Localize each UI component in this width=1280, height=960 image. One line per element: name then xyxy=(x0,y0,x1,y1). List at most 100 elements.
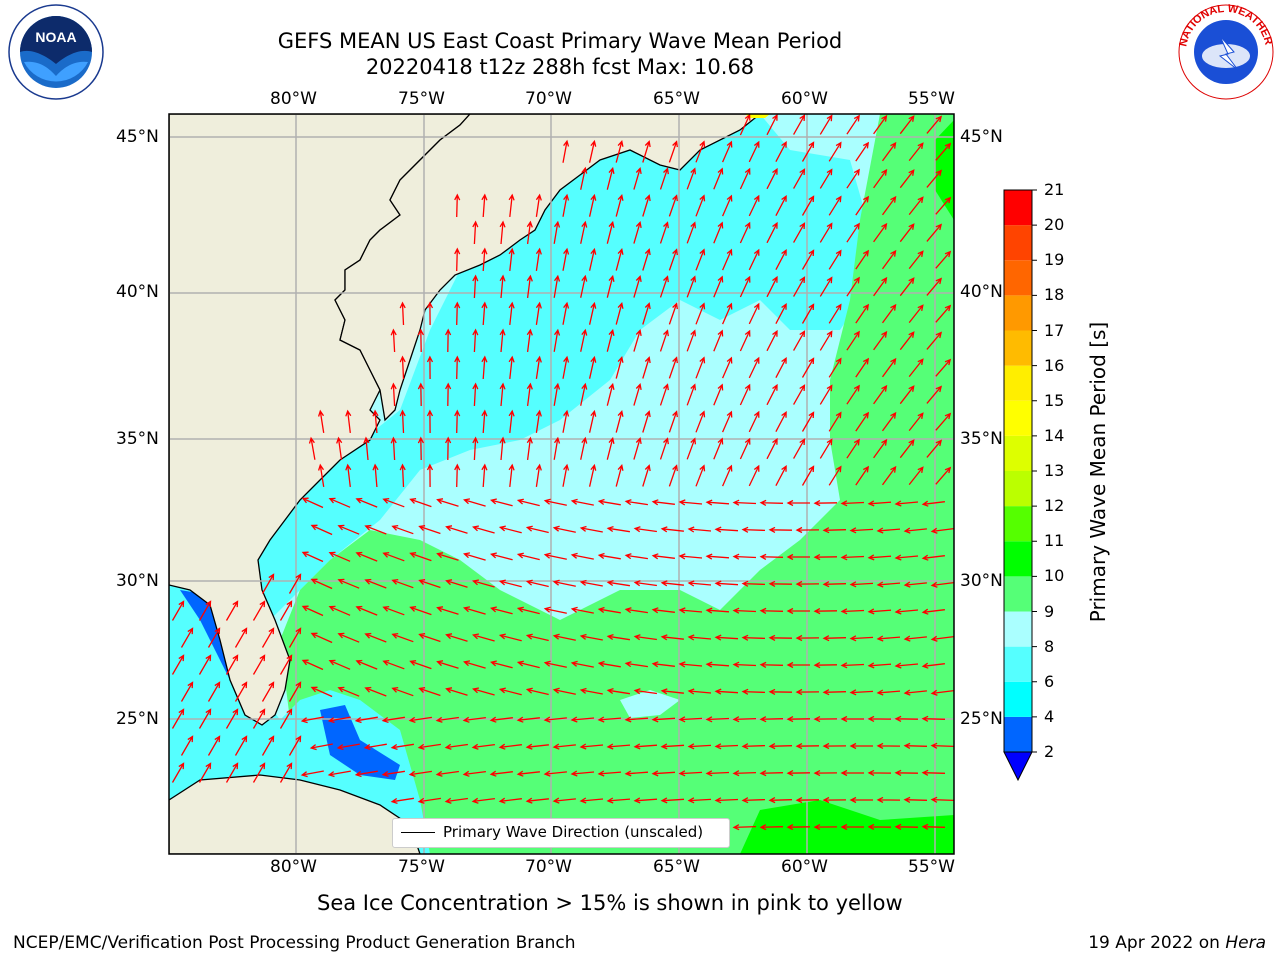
wave-arrow xyxy=(588,139,597,163)
colorbar-tick-label: 19 xyxy=(1044,250,1065,270)
period-8-9-island xyxy=(620,690,680,718)
wave-arrow xyxy=(786,824,811,831)
lon-label-top-60w: 60°W xyxy=(781,89,828,109)
wave-arrow xyxy=(659,221,669,244)
wave-arrow xyxy=(570,716,595,723)
wave-arrow xyxy=(508,355,515,379)
wave-arrow xyxy=(846,330,860,351)
wave-arrow xyxy=(562,247,570,271)
wave-arrow xyxy=(426,301,434,326)
wave-arrow xyxy=(436,498,459,507)
wave-arrow xyxy=(417,328,424,353)
wave-arrow xyxy=(615,301,624,325)
wave-arrow xyxy=(930,527,954,534)
wave-arrow xyxy=(580,220,588,244)
wave-arrow xyxy=(615,193,624,217)
lat-label-right-45n: 45°N xyxy=(960,127,1003,147)
wave-arrow xyxy=(624,770,649,777)
wave-arrow xyxy=(659,167,669,190)
wave-arrow xyxy=(417,436,424,461)
wave-arrow xyxy=(801,141,815,162)
footer-date: 19 Apr 2022 on Hera xyxy=(1088,933,1266,953)
svg-text:NOAA: NOAA xyxy=(35,29,76,45)
wave-arrow xyxy=(660,580,684,587)
wave-arrow xyxy=(382,605,405,616)
colorbar-segment xyxy=(1004,506,1032,542)
wave-arrow xyxy=(463,498,486,507)
wave-arrow xyxy=(819,114,833,135)
wave-arrow xyxy=(651,716,676,723)
wave-arrow xyxy=(795,634,820,642)
wave-arrow xyxy=(678,553,703,560)
wave-arrow xyxy=(436,660,459,669)
noaa-logo: NOAA xyxy=(4,4,104,100)
wave-arrow xyxy=(364,578,387,589)
wave-arrow xyxy=(526,328,533,352)
wave-arrow xyxy=(840,608,865,615)
colorbar-tick-label: 2 xyxy=(1044,742,1055,761)
wave-arrow xyxy=(489,716,513,723)
wave-arrow xyxy=(894,715,919,722)
lat-label-right-35n: 35°N xyxy=(960,429,1003,449)
wave-arrow xyxy=(846,114,860,135)
wave-arrow xyxy=(930,689,954,696)
wave-arrow xyxy=(327,770,351,778)
wave-arrow xyxy=(633,797,658,804)
footer-branch: NCEP/EMC/Verification Post Processing Pr… xyxy=(13,933,576,953)
wave-arrow xyxy=(686,275,697,298)
wave-arrow xyxy=(801,195,815,216)
wave-arrow xyxy=(525,743,549,750)
lat-label-right-25n: 25°N xyxy=(960,709,1003,729)
wave-arrow xyxy=(695,464,706,487)
wave-arrow xyxy=(399,409,406,434)
wave-arrow xyxy=(633,437,642,460)
wave-arrow xyxy=(198,708,212,729)
wave-arrow xyxy=(768,526,793,533)
wave-arrow xyxy=(579,525,603,533)
wave-arrow xyxy=(408,770,432,778)
wave-arrow xyxy=(543,552,567,560)
wave-arrow xyxy=(225,708,239,729)
wave-arrow xyxy=(472,687,495,696)
wave-arrow xyxy=(651,770,676,777)
wave-arrow xyxy=(301,659,324,671)
colorbar-tick-label: 21 xyxy=(1044,180,1065,199)
wave-arrow xyxy=(846,438,860,459)
wave-arrow xyxy=(336,743,360,751)
wave-arrow xyxy=(819,438,833,459)
wave-arrow xyxy=(580,328,588,352)
colorbar-segment xyxy=(1004,611,1032,647)
colorbar-tick-label: 4 xyxy=(1044,706,1055,726)
wave-arrow xyxy=(722,140,733,163)
wave-arrow xyxy=(171,654,185,675)
wave-arrow xyxy=(372,463,379,488)
wave-arrow xyxy=(454,301,461,326)
wave-arrow xyxy=(828,303,842,324)
wave-arrow xyxy=(580,382,588,406)
wave-arrow xyxy=(775,249,787,271)
lat-label-right-40n: 40°N xyxy=(960,282,1003,302)
wave-arrow xyxy=(828,357,842,378)
wave-arrow xyxy=(840,715,864,723)
wave-arrow xyxy=(714,634,739,641)
wave-arrow xyxy=(354,716,378,724)
wave-arrow xyxy=(748,194,760,217)
wave-arrow xyxy=(695,356,706,379)
wave-arrow xyxy=(651,553,675,560)
wave-arrow xyxy=(642,410,651,433)
wave-arrow xyxy=(786,499,810,507)
lon-label-bottom-60w: 60°W xyxy=(781,857,828,877)
wave-arrow xyxy=(899,385,915,405)
wave-arrow xyxy=(234,627,248,648)
wave-arrow xyxy=(695,302,706,325)
wave-arrow xyxy=(748,464,760,487)
wave-arrow xyxy=(426,409,434,434)
wave-arrow xyxy=(624,499,648,506)
wave-arrow xyxy=(876,635,901,642)
wave-arrow xyxy=(606,274,615,298)
wave-arrow xyxy=(579,797,604,804)
wave-arrow xyxy=(570,770,595,777)
wave-arrow xyxy=(775,195,787,217)
wave-arrow xyxy=(562,301,570,325)
wave-arrow xyxy=(606,797,631,804)
